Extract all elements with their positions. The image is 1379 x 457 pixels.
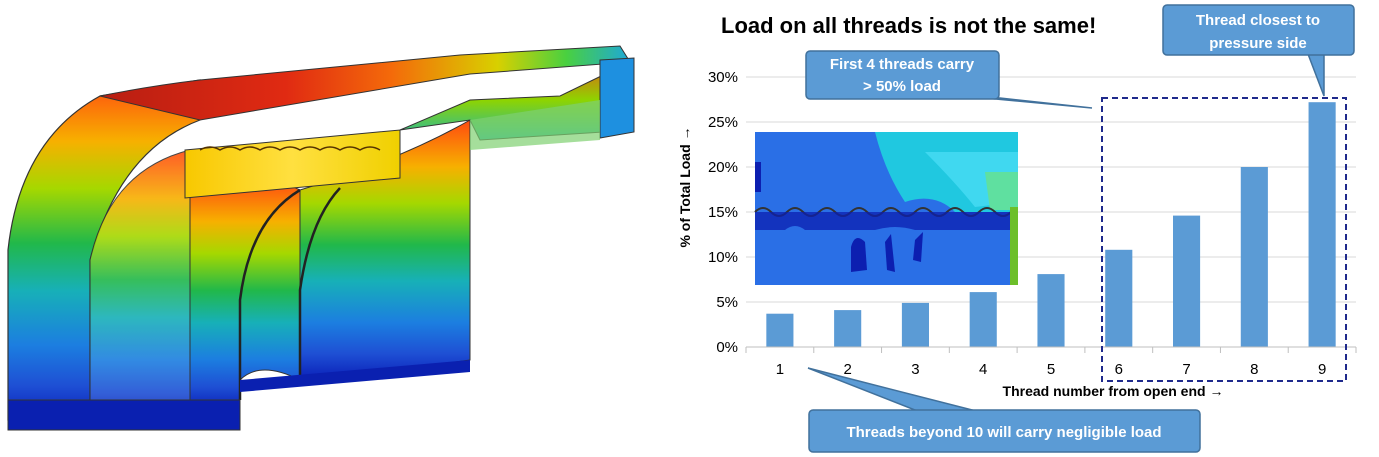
x-tick-label: 4 bbox=[979, 361, 987, 378]
y-tick-labels: 0% 5% 10% 15% 20% 25% 30% bbox=[708, 69, 738, 356]
y-tick-label: 10% bbox=[708, 249, 738, 266]
bar-thread-7 bbox=[1173, 215, 1201, 347]
x-tick-labels: 1 2 3 4 5 6 7 8 9 bbox=[776, 361, 1327, 378]
bar-thread-1 bbox=[766, 313, 794, 347]
y-tick-label: 15% bbox=[708, 204, 738, 221]
callout-first-4-threads: First 4 threads carry > 50% load bbox=[805, 50, 1093, 109]
x-tick-label: 7 bbox=[1182, 361, 1190, 378]
y-tick-label: 25% bbox=[708, 114, 738, 131]
bar-thread-4 bbox=[969, 292, 997, 347]
callout-thread-closest: Thread closest to pressure side bbox=[1162, 4, 1355, 97]
x-tick-label: 2 bbox=[843, 361, 851, 378]
highlight-box-threads-6-9 bbox=[1101, 97, 1347, 382]
callout-first-4-line-2: > 50% load bbox=[863, 78, 941, 95]
thread-load-bar-chart: Load on all threads is not the same! 0% 5… bbox=[677, 4, 1357, 453]
bar-thread-3 bbox=[901, 302, 929, 347]
bar-thread-8 bbox=[1240, 167, 1268, 347]
callout-closest-line-2: pressure side bbox=[1209, 35, 1307, 52]
callout-closest-line-1: Thread closest to bbox=[1196, 12, 1320, 29]
x-tick-label: 9 bbox=[1318, 361, 1326, 378]
y-axis-title: % of Total Load → bbox=[677, 126, 693, 247]
y-tick-label: 30% bbox=[708, 69, 738, 86]
bar-thread-5 bbox=[1037, 274, 1065, 347]
y-tick-label: 0% bbox=[716, 339, 738, 356]
bar-thread-9 bbox=[1308, 102, 1336, 347]
x-tick-label: 5 bbox=[1047, 361, 1055, 378]
callout-beyond-10-text: Threads beyond 10 will carry negligible … bbox=[846, 424, 1161, 441]
bar-thread-2 bbox=[834, 310, 862, 347]
x-tick-label: 1 bbox=[776, 361, 784, 378]
y-tick-label: 20% bbox=[708, 159, 738, 176]
callout-beyond-10: Threads beyond 10 will carry negligible … bbox=[807, 367, 1201, 453]
x-axis-title: Thread number from open end → bbox=[1003, 383, 1224, 399]
chart-title: Load on all threads is not the same! bbox=[721, 13, 1096, 38]
fea-cutaway-model-image bbox=[7, 45, 635, 431]
y-tick-label: 5% bbox=[716, 294, 738, 311]
callout-first-4-line-1: First 4 threads carry bbox=[830, 56, 975, 73]
bar-thread-6 bbox=[1105, 249, 1133, 347]
x-tick-label: 3 bbox=[911, 361, 919, 378]
x-tick-label: 6 bbox=[1115, 361, 1123, 378]
inset-fea-image bbox=[754, 132, 1018, 285]
x-tick-label: 8 bbox=[1250, 361, 1258, 378]
bars bbox=[766, 102, 1336, 347]
